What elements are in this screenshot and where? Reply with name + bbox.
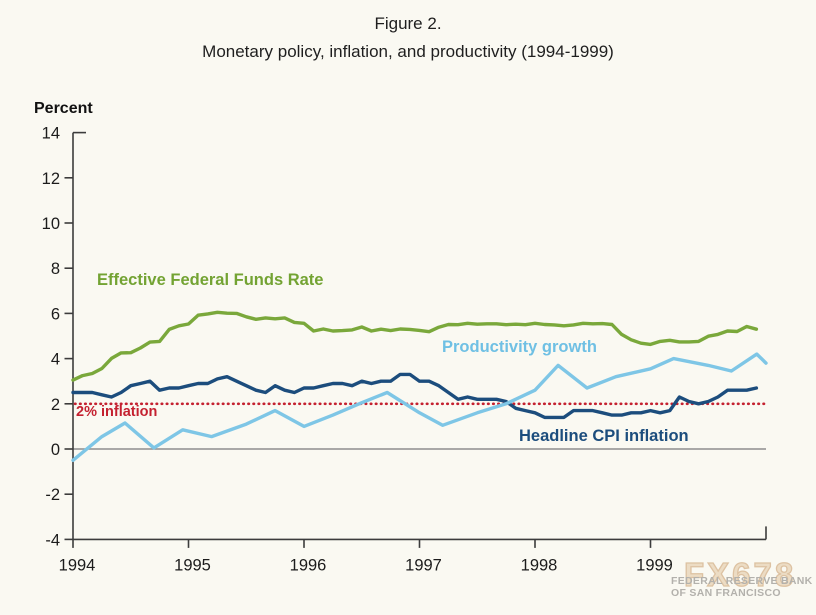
watermark-logo: FX678 bbox=[683, 555, 797, 593]
y-tick-label--2: -2 bbox=[45, 486, 60, 504]
watermark-org-name: FEDERAL RESERVE BANK OF SAN FRANCISCO bbox=[671, 575, 813, 599]
series-label-federal-funds-rate: Effective Federal Funds Rate bbox=[97, 271, 324, 289]
x-tick-label-1997: 1997 bbox=[405, 556, 442, 574]
series-line-0 bbox=[71, 310, 759, 382]
x-tick-label-1995: 1995 bbox=[174, 556, 211, 574]
figure-number: Figure 2. bbox=[374, 14, 442, 33]
x-tick-label-1994: 1994 bbox=[59, 556, 96, 574]
y-tick-label-12: 12 bbox=[42, 170, 60, 188]
x-tick-label-1998: 1998 bbox=[521, 556, 558, 574]
y-tick-label-0: 0 bbox=[51, 441, 60, 459]
series-line-1 bbox=[71, 372, 759, 420]
x-tick-label-1996: 1996 bbox=[290, 556, 327, 574]
y-tick-label-4: 4 bbox=[51, 351, 60, 369]
series-label-headline-cpi: Headline CPI inflation bbox=[519, 427, 689, 445]
y-tick-label--4: -4 bbox=[45, 531, 60, 549]
figure-subtitle: Monetary policy, inflation, and producti… bbox=[202, 42, 614, 61]
watermark: FX678 FEDERAL RESERVE BANK OF SAN FRANCI… bbox=[660, 552, 816, 607]
watermark-org-line1: FEDERAL RESERVE BANK bbox=[671, 575, 813, 587]
x-tick-label-1999: 1999 bbox=[636, 556, 673, 574]
reference-line-label: 2% inflation bbox=[76, 404, 158, 420]
y-tick-label-10: 10 bbox=[42, 215, 60, 233]
y-tick-label-14: 14 bbox=[42, 125, 60, 143]
y-tick-label-8: 8 bbox=[51, 260, 60, 278]
series-label-productivity-growth: Productivity growth bbox=[442, 338, 597, 356]
watermark-org-line2: OF SAN FRANCISCO bbox=[671, 586, 781, 599]
y-axis-unit-label: Percent bbox=[34, 100, 93, 117]
y-tick-label-2: 2 bbox=[51, 396, 60, 414]
y-tick-label-6: 6 bbox=[51, 305, 60, 323]
series-line-2 bbox=[71, 352, 768, 462]
